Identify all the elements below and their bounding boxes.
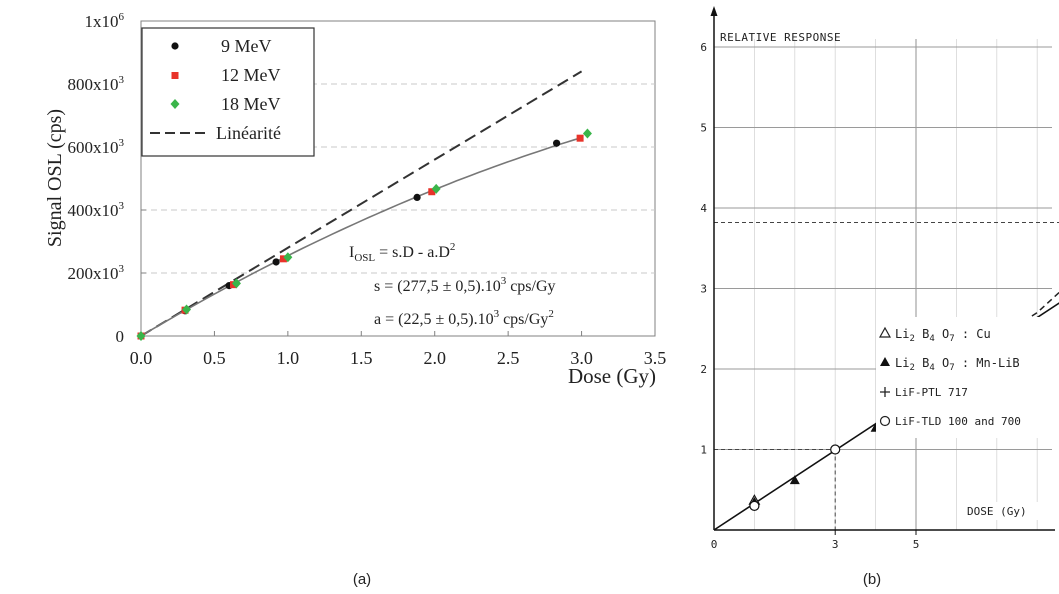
chart-b-point-circle-open [749, 500, 760, 511]
chart-a-x-tick-label: 3.5 [644, 348, 667, 368]
chart-b-y-axis-arrow [710, 6, 718, 16]
chart-a-linearite-line [140, 70, 583, 337]
legend-label-linearite: Linéarité [216, 123, 281, 143]
chart-b-y-tick-label: 4 [700, 202, 707, 215]
chart-b-legend: Li2 B4 O7 : Cu Li2 B4 O7 : Mn-LiB LiF-PT… [876, 317, 1056, 438]
chart-a-point-9mev [272, 258, 280, 266]
chart-a-point-18mev [582, 128, 592, 139]
chart-b-x-tick-label: 0 [711, 538, 718, 551]
legend-label-18mev: 18 MeV [221, 94, 281, 114]
chart-a-point-12mev [428, 188, 436, 196]
chart-b-y-tick-label: 6 [700, 41, 707, 54]
legend-label-lif-ptl-717: LiF-PTL 717 [895, 386, 968, 399]
chart-a-x-tick-label: 1.0 [277, 348, 300, 368]
legend-marker-lif-ptl-717 [880, 387, 890, 397]
chart-a-y-tick-label: 800x103 [68, 74, 125, 94]
chart-a-point-18mev [182, 304, 192, 315]
chart-b-x-axis-title: DOSE (Gy) [967, 505, 1027, 518]
chart-a-x-tick-label: 0.0 [130, 348, 153, 368]
chart-b-legend-bg [876, 317, 1056, 438]
chart-a: 0 200x103 400x103 600x103 800x103 1x106 0.0 0.… [44, 11, 666, 588]
chart-a-y-tick-label: 1x106 [85, 11, 125, 31]
chart-a-y-axis-label: Signal OSL (cps) [44, 109, 66, 247]
chart-a-x-axis-label: Dose (Gy) [568, 364, 656, 388]
chart-a-y-tick-label: 0 [116, 327, 125, 346]
legend-label-lif-tld: LiF-TLD 100 and 700 [895, 415, 1021, 428]
legend-label-li2b4o7-mn-lib: Li2 B4 O7 : Mn-LiB [895, 356, 1020, 373]
chart-a-caption: (a) [353, 571, 371, 588]
chart-a-point-9mev [413, 193, 421, 201]
chart-a-formula-a: a = (22,5 ± 0,5).103 cps/Gy2 [374, 308, 554, 328]
chart-b-y-tick-label: 5 [700, 122, 707, 135]
chart-b-y-axis-title: RELATIVE RESPONSE [720, 31, 841, 44]
chart-b-x-tick-label: 3 [832, 538, 839, 551]
chart-a-formula-s: s = (277,5 ± 0,5).103 cps/Gy [374, 275, 556, 295]
chart-a-plot-frame [140, 20, 656, 337]
chart-b-x-tick-label: 5 [913, 538, 920, 551]
chart-a-point-18mev [231, 278, 241, 289]
chart-a-point-18mev [431, 183, 441, 194]
chart-a-point-12mev [576, 134, 584, 142]
chart-b-point-circle-open [830, 444, 841, 455]
chart-b-y-tick-label: 2 [700, 363, 707, 376]
legend-label-9mev: 9 MeV [221, 36, 272, 56]
chart-a-point-12mev [279, 255, 287, 263]
legend-marker-12mev [171, 72, 179, 79]
legend-marker-li2b4o7-cu [878, 326, 892, 338]
chart-b-point-triangle-filled [789, 475, 800, 485]
chart-a-x-tick-label: 3.0 [570, 348, 593, 368]
chart-a-y-tick-label: 600x103 [68, 137, 125, 157]
chart-b-y-tick-label: 1 [700, 444, 707, 457]
chart-a-y-tick-label: 400x103 [68, 200, 125, 220]
chart-a-x-tick-label: 0.5 [203, 348, 226, 368]
legend-marker-li2b4o7-mn-lib [880, 357, 890, 366]
legend-label-li2b4o7-cu: Li2 B4 O7 : Cu [895, 327, 991, 344]
chart-a-y-tick-label: 200x103 [68, 263, 125, 283]
chart-a-point-18mev [136, 331, 146, 341]
chart-b-y-tick-label: 3 [700, 283, 707, 296]
chart-b-caption: (b) [863, 571, 881, 588]
chart-a-x-tick-label: 1.5 [350, 348, 373, 368]
legend-marker-lif-tld [879, 415, 891, 427]
chart-a-legend: 9 MeV 12 MeV 18 MeV Linéarité [141, 27, 315, 157]
chart-a-point-9mev [553, 139, 561, 147]
chart-a-fit-curve [140, 136, 582, 337]
chart-a-x-tick-label: 2.0 [423, 348, 446, 368]
chart-a-legend-box [141, 27, 315, 157]
chart-a-point-18mev [283, 252, 293, 263]
chart-a-formula-main: IOSL = s.D - a.D2 [349, 241, 455, 264]
legend-label-12mev: 12 MeV [221, 65, 281, 85]
legend-marker-18mev [170, 99, 180, 109]
chart-b-x-axis-title-bg [963, 502, 1049, 520]
legend-marker-9mev [171, 42, 179, 50]
chart-a-x-tick-label: 2.5 [497, 348, 520, 368]
